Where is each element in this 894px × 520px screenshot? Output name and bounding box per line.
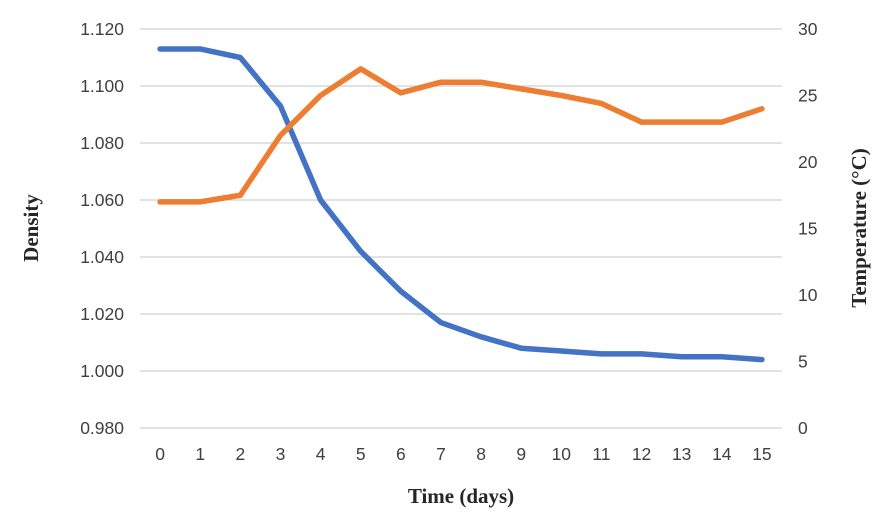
left-axis-tick-label: 1.120 [80,19,124,39]
right-axis-tick-label: 25 [798,86,817,106]
right-axis-ticks: 0 5 10 15 20 25 30 [798,19,818,438]
x-axis-tick-label: 8 [476,444,486,464]
right-axis-title: Temperature (°C) [847,148,871,307]
right-axis-tick-label: 15 [798,219,817,239]
left-axis-tick-label: 1.080 [80,133,124,153]
x-axis-tick-label: 9 [516,444,526,464]
temperature-line [157,66,765,205]
left-axis-tick-label: 1.020 [80,304,124,324]
x-axis-tick-label: 10 [552,444,572,464]
x-axis-tick-label: 15 [752,444,771,464]
x-axis-tick-label: 0 [155,444,165,464]
x-axis-ticks: 0 1 2 3 4 5 6 7 8 9 10 11 12 13 14 15 [155,444,771,464]
x-axis-title: Time (days) [408,484,514,508]
x-axis-tick-label: 12 [632,444,651,464]
left-axis-tick-label: 1.040 [80,247,124,267]
left-axis-ticks: 0.980 1.000 1.020 1.040 1.060 1.080 1.100 1.120 [80,19,124,438]
x-axis-tick-label: 7 [436,444,446,464]
series-group [157,46,765,363]
x-axis-tick-label: 1 [195,444,205,464]
gridlines-group [140,28,782,429]
right-axis-tick-label: 30 [798,19,818,39]
x-axis-tick-label: 5 [356,444,366,464]
right-axis-tick-label: 10 [798,285,818,305]
left-axis-tick-label: 0.980 [80,418,124,438]
x-axis-tick-label: 4 [316,444,326,464]
x-axis-tick-label: 6 [396,444,406,464]
x-axis-tick-label: 14 [712,444,732,464]
x-axis-tick-label: 3 [276,444,286,464]
right-axis-tick-label: 20 [798,152,818,172]
left-axis-tick-label: 1.000 [80,361,124,381]
density-line [157,46,765,363]
x-axis-tick-label: 13 [672,444,691,464]
left-axis-title: Density [19,194,43,262]
left-axis-tick-label: 1.060 [80,190,124,210]
right-axis-tick-label: 5 [798,352,808,372]
x-axis-tick-label: 2 [235,444,245,464]
x-axis-tick-label: 11 [592,444,610,464]
left-axis-tick-label: 1.100 [80,76,124,96]
right-axis-tick-label: 0 [798,418,808,438]
